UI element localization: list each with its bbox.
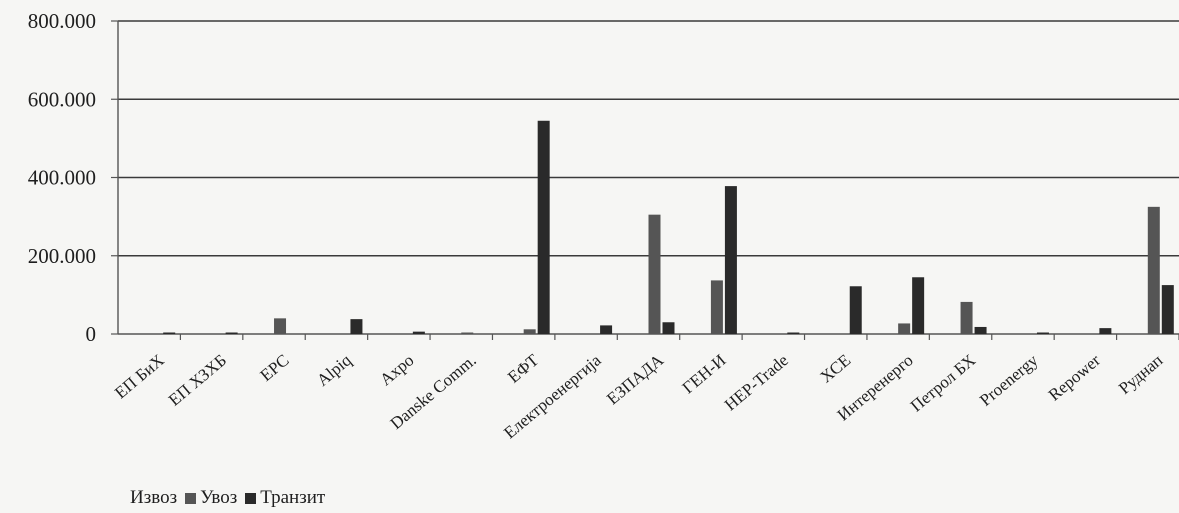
legend-swatch-transit [245, 492, 257, 504]
bar-transit [724, 186, 737, 334]
bar-import [648, 214, 661, 334]
legend-label-export: Извоз [130, 487, 178, 508]
bar-import [274, 318, 287, 334]
bar-import [523, 329, 536, 334]
x-axis-category-label: ГЕН-И [679, 351, 730, 398]
bar-transit [849, 286, 862, 334]
bar-transit [350, 319, 363, 334]
bar-transit [163, 332, 176, 334]
bar-import [960, 301, 973, 334]
x-axis-category-label: Руднап [1115, 351, 1166, 398]
x-axis-category-label: ХСЕ [817, 351, 855, 387]
x-axis-category-label: ЕП ХЗХБ [165, 351, 230, 410]
x-axis-category-label: Proenergy [976, 350, 1042, 410]
y-axis-tick-label: 200.000 [28, 244, 96, 268]
x-axis-category-label: ЕФТ [504, 350, 543, 387]
bar-import [461, 332, 474, 334]
y-axis-tick-label: 400.000 [28, 166, 96, 190]
bar-import [898, 323, 911, 334]
bars [163, 120, 1174, 334]
x-axis-category-label: HEP-Trade [721, 351, 792, 415]
bar-import [1147, 206, 1160, 334]
bar-transit [1099, 328, 1112, 334]
bar-transit [600, 325, 613, 334]
x-axis-category-label: EPC [256, 351, 292, 386]
legend-item-import: Увоз [185, 487, 237, 509]
bar-transit [1161, 285, 1174, 334]
bar-transit [225, 332, 238, 334]
legend-label-transit: Транзит [260, 487, 326, 508]
legend: Извоз Увоз Транзит [130, 487, 329, 509]
legend-swatch-import [185, 492, 197, 504]
x-axis-category-label: Repower [1045, 350, 1104, 404]
bar-transit [974, 326, 987, 334]
y-axis-tick-label: 0 [86, 322, 97, 346]
bar-transit [662, 322, 675, 334]
bar-transit [787, 332, 800, 334]
bar-transit [1036, 332, 1049, 334]
x-axis-category-label: Петрол БХ [907, 351, 979, 416]
x-axis-category-label: ЕП БиХ [111, 351, 168, 403]
bar-import [710, 280, 723, 334]
y-axis-tick-label: 600.000 [28, 87, 96, 111]
legend-label-import: Увоз [200, 487, 238, 508]
legend-item-export: Извоз [130, 487, 177, 509]
bar-transit [412, 331, 425, 334]
bar-transit [537, 120, 550, 334]
axes [111, 20, 1179, 340]
x-axis-category-label: ЕЗПАДА [603, 350, 668, 408]
legend-item-transit: Транзит [245, 487, 325, 509]
y-axis-tick-labels: 0 200.000 400.000 600.000 800.000 [28, 9, 96, 346]
bar-transit [912, 277, 925, 334]
x-axis-category-label: Alpiq [313, 350, 355, 390]
x-axis-category-label: Axpo [376, 351, 417, 390]
y-axis-tick-label: 800.000 [28, 9, 96, 33]
